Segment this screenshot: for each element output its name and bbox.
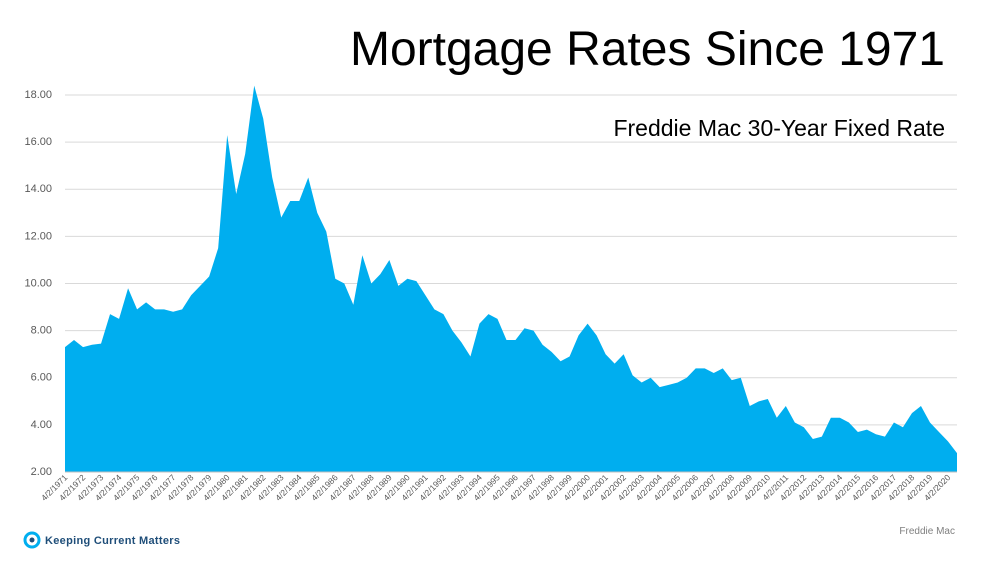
y-tick-label: 18.00 [24, 89, 52, 101]
logo-text: Keeping Current Matters [45, 535, 180, 547]
y-tick-label: 4.00 [31, 419, 52, 431]
chart-subtitle: Freddie Mac 30-Year Fixed Rate [613, 115, 945, 141]
source: Freddie Mac [899, 526, 955, 537]
logo-icon [23, 531, 41, 549]
y-tick-label: 10.00 [24, 277, 52, 289]
logo-icon-dot [29, 537, 35, 543]
area [65, 85, 957, 472]
y-tick-label: 14.00 [24, 183, 52, 195]
logo: Keeping Current Matters [23, 531, 180, 549]
chart-title: Mortgage Rates Since 1971 [350, 23, 945, 76]
y-tick-label: 6.00 [31, 372, 52, 384]
y-tick-label: 2.00 [31, 466, 52, 478]
y-tick-label: 16.00 [24, 136, 52, 148]
y-tick-label: 12.00 [24, 230, 52, 242]
y-tick-label: 8.00 [31, 325, 52, 337]
